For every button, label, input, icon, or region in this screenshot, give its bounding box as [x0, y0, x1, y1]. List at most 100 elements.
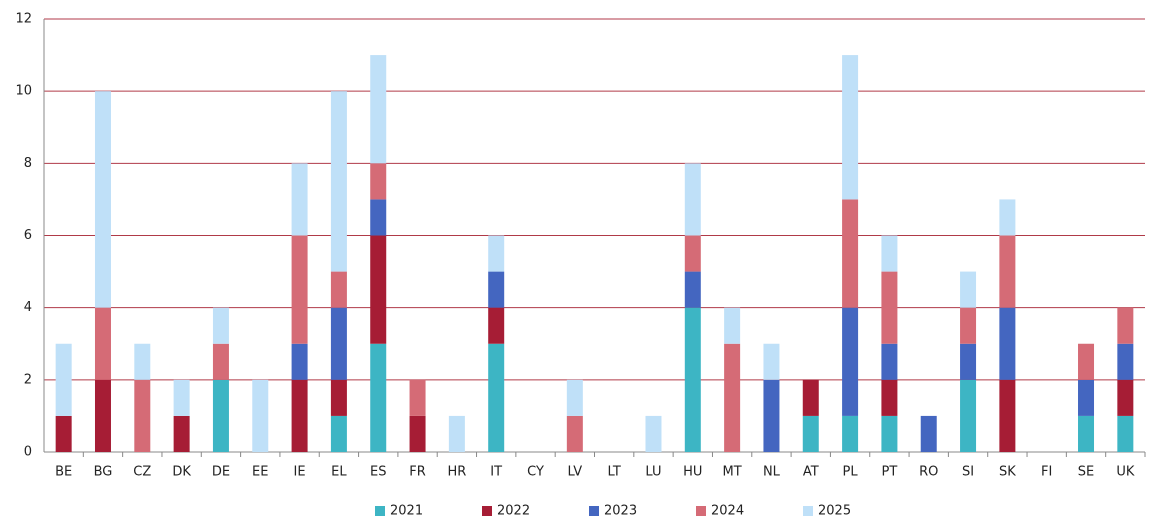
bar-segment	[724, 307, 741, 344]
bar-segment	[291, 163, 308, 236]
bar-segment	[370, 163, 387, 200]
x-tick-label: CZ	[133, 465, 151, 480]
legend-label: 2025	[818, 504, 851, 519]
bar-segment	[212, 379, 229, 452]
bar-segment	[1078, 379, 1095, 416]
bar-segment	[55, 343, 72, 416]
x-tick-label: LT	[607, 465, 620, 480]
legend-swatch	[803, 506, 813, 516]
bar-segment	[881, 379, 898, 416]
bar-segment	[94, 307, 111, 380]
bar-segment	[881, 343, 898, 380]
x-tick-label: PT	[882, 465, 898, 480]
bar-segment	[842, 55, 859, 200]
bar-segment	[1117, 415, 1134, 452]
bar-segment	[488, 343, 505, 452]
bar-segment	[409, 415, 426, 452]
bar-segment	[960, 379, 977, 452]
x-tick-label: RO	[919, 465, 938, 480]
x-tick-label: ES	[370, 465, 386, 480]
y-tick-label: 10	[15, 84, 32, 99]
bar-segment	[999, 307, 1016, 380]
bar-segment	[94, 91, 111, 308]
bar-segment	[842, 199, 859, 308]
bar-segment	[802, 415, 819, 452]
y-tick-label: 8	[24, 156, 32, 171]
bar-segment	[999, 235, 1016, 308]
x-tick-label: HR	[447, 465, 466, 480]
x-tick-label: MT	[723, 465, 742, 480]
bar-segment	[645, 415, 662, 452]
bar-segment	[448, 415, 465, 452]
bar-segment	[1078, 343, 1095, 380]
bar-segment	[488, 307, 505, 344]
x-tick-label: IT	[490, 465, 502, 480]
bar-segment	[134, 379, 151, 452]
bar-segment	[330, 271, 347, 308]
bar-segment	[173, 379, 190, 416]
x-tick-label: DK	[172, 465, 191, 480]
bar-segment	[724, 343, 741, 452]
bar-segment	[684, 271, 701, 308]
legend-label: 2023	[604, 504, 637, 519]
bar-segment	[1117, 343, 1134, 380]
bar-segment	[291, 343, 308, 380]
x-tick-label: SK	[999, 465, 1016, 480]
x-tick-label: BG	[94, 465, 113, 480]
bar-segment	[370, 199, 387, 236]
bar-segment	[488, 235, 505, 272]
bar-segment	[763, 343, 780, 380]
x-tick-label: UK	[1116, 465, 1135, 480]
bar-segment	[960, 271, 977, 308]
legend-label: 2022	[497, 504, 530, 519]
bar-segment	[881, 271, 898, 344]
bar-segment	[370, 55, 387, 164]
bar-segment	[252, 379, 269, 452]
legend-swatch	[589, 506, 599, 516]
x-tick-label: EE	[252, 465, 268, 480]
bar-segment	[55, 415, 72, 452]
legend-swatch	[696, 506, 706, 516]
legend-label: 2021	[390, 504, 423, 519]
bar-segment	[212, 307, 229, 344]
bar-segment	[566, 415, 583, 452]
bar-segment	[763, 379, 780, 452]
bar-segment	[173, 415, 190, 452]
y-tick-label: 2	[24, 372, 32, 387]
bar-segment	[291, 379, 308, 452]
y-tick-label: 4	[24, 300, 32, 315]
bar-segment	[409, 379, 426, 416]
bar-segment	[999, 199, 1016, 236]
bar-segment	[1078, 415, 1095, 452]
x-tick-label: CY	[527, 465, 544, 480]
bar-segment	[684, 307, 701, 452]
x-tick-label: IE	[294, 465, 306, 480]
bar-segment	[566, 379, 583, 416]
bar-segment	[802, 379, 819, 416]
bar-segment	[881, 235, 898, 272]
bar-segment	[960, 343, 977, 380]
legend-swatch	[482, 506, 492, 516]
y-tick-label: 6	[24, 228, 32, 243]
bar-segment	[999, 379, 1016, 452]
x-tick-label: PL	[843, 465, 859, 480]
x-tick-label: SI	[962, 465, 974, 480]
legend-swatch	[375, 506, 385, 516]
bar-segment	[291, 235, 308, 344]
y-tick-label: 0	[24, 445, 32, 460]
x-tick-label: FR	[409, 465, 426, 480]
bar-segment	[370, 343, 387, 452]
x-tick-label: LU	[645, 465, 661, 480]
bar-segment	[960, 307, 977, 344]
legend-label: 2024	[711, 504, 744, 519]
x-tick-label: SE	[1078, 465, 1094, 480]
bar-segment	[881, 415, 898, 452]
bar-segment	[330, 379, 347, 416]
bar-segment	[212, 343, 229, 380]
bar-segment	[330, 307, 347, 380]
bar-segment	[94, 379, 111, 452]
bar-segment	[684, 163, 701, 236]
bar-segment	[330, 91, 347, 272]
bar-segment	[1117, 307, 1134, 344]
